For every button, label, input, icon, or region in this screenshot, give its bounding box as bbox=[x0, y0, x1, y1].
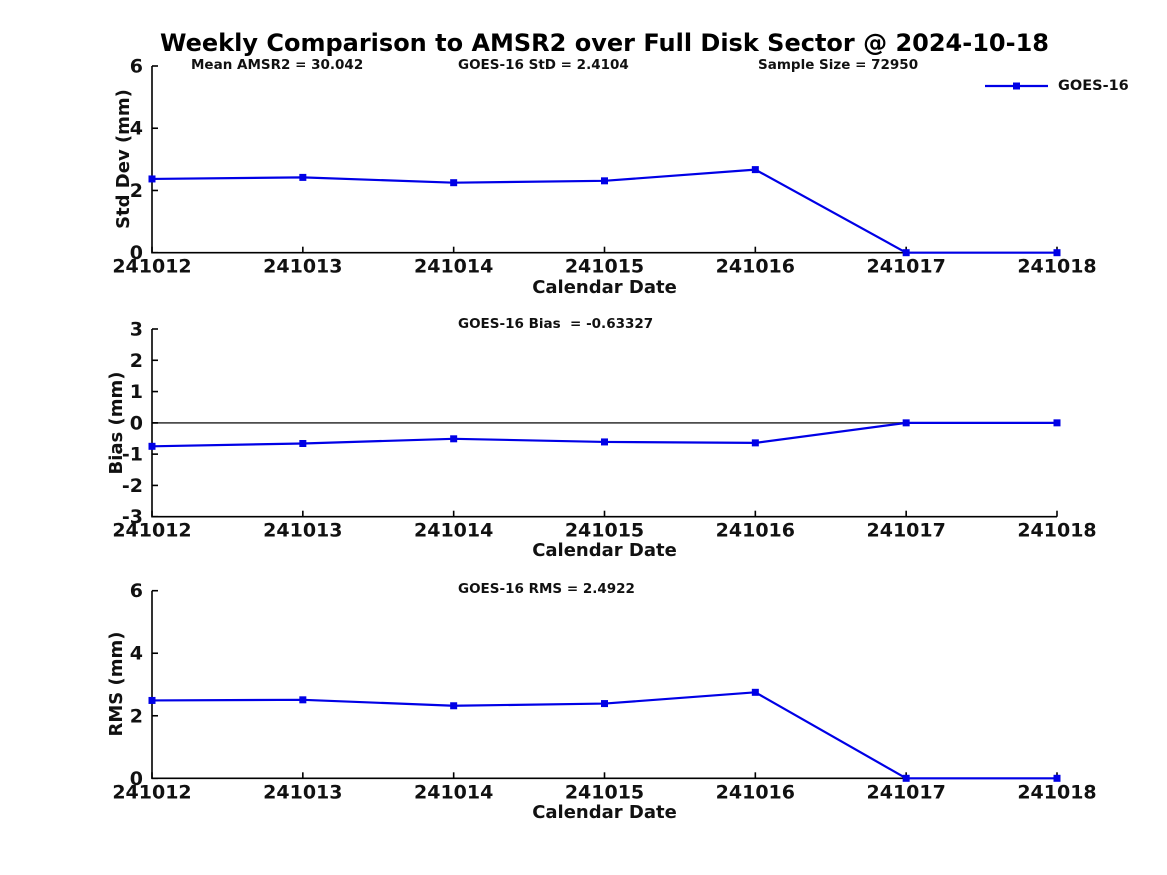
bias-y-tick-label: -2 bbox=[122, 475, 143, 497]
std-dev-y-tick-label: 4 bbox=[130, 118, 143, 140]
std-dev-x-tick-label: 241017 bbox=[867, 256, 946, 278]
std-dev-y-tick-label: 2 bbox=[130, 180, 143, 202]
bias-data-marker bbox=[1053, 419, 1061, 427]
bias-data-marker bbox=[751, 439, 759, 447]
std-dev-x-tick-label: 241015 bbox=[565, 256, 644, 278]
std-dev-x-tick-label: 241018 bbox=[1017, 256, 1096, 278]
bias-data-marker bbox=[601, 438, 608, 446]
stddev-x-axis-label: Calendar Date bbox=[532, 277, 677, 298]
rms-data-marker bbox=[902, 774, 910, 782]
rms-y-tick-label: 6 bbox=[130, 580, 143, 602]
std-dev-y-tick-label: 0 bbox=[130, 242, 143, 264]
bias-y-tick-label: 1 bbox=[130, 381, 143, 403]
std-dev-data-marker bbox=[450, 179, 458, 187]
std-dev-data-marker bbox=[751, 166, 759, 174]
bias-x-tick-label: 241017 bbox=[867, 520, 946, 542]
std-dev-y-tick-label: 6 bbox=[130, 56, 143, 78]
legend: GOES-16 bbox=[984, 79, 1129, 94]
std-dev-data-marker bbox=[148, 175, 156, 183]
legend-line-marker-icon bbox=[985, 82, 1048, 90]
bias-x-tick-label: 241018 bbox=[1017, 520, 1096, 542]
rms-x-tick-label: 241014 bbox=[414, 781, 493, 803]
rms-data-marker bbox=[1053, 774, 1061, 782]
annotation-mean-amsr2: Mean AMSR2 = 30.042 bbox=[191, 57, 364, 73]
rms-data-marker bbox=[450, 702, 458, 710]
bias-y-tick-label: 3 bbox=[130, 319, 143, 341]
bias-x-axis-label: Calendar Date bbox=[532, 540, 677, 561]
bias-x-tick-label: 241016 bbox=[716, 520, 795, 542]
std-dev-data-marker bbox=[902, 249, 910, 257]
legend-series-label: GOES-16 bbox=[1058, 78, 1129, 94]
std-dev-axes bbox=[151, 66, 1057, 254]
annotation-goes16-rms: GOES-16 RMS = 2.4922 bbox=[458, 581, 635, 597]
bias-data-marker bbox=[450, 435, 458, 443]
annotation-goes16-std: GOES-16 StD = 2.4104 bbox=[458, 57, 629, 73]
bias-data-marker bbox=[148, 442, 156, 450]
rms-x-tick-label: 241013 bbox=[263, 781, 342, 803]
annotation-goes16-bias: GOES-16 Bias = -0.63327 bbox=[458, 316, 654, 332]
rms-data-marker bbox=[148, 696, 156, 704]
figure-title: Weekly Comparison to AMSR2 over Full Dis… bbox=[160, 29, 1049, 57]
std-dev-x-tick-label: 241014 bbox=[414, 256, 493, 278]
rms-y-axis-label: RMS (mm) bbox=[106, 631, 127, 737]
rms-axes bbox=[151, 590, 1057, 780]
std-dev-x-tick-label: 241016 bbox=[716, 256, 795, 278]
rms-x-tick-label: 241018 bbox=[1017, 781, 1096, 803]
bias-data-marker bbox=[299, 439, 307, 447]
rms-data-marker bbox=[299, 696, 307, 704]
rms-y-tick-label: 0 bbox=[130, 768, 143, 790]
bias-x-tick-label: 241015 bbox=[565, 520, 644, 542]
std-dev-data-marker bbox=[601, 177, 608, 185]
std-dev-data-marker bbox=[299, 173, 307, 181]
rms-x-tick-label: 241012 bbox=[112, 781, 191, 803]
bias-y-tick-label: -1 bbox=[122, 444, 143, 466]
stddev-y-axis-label: Std Dev (mm) bbox=[113, 89, 134, 229]
rms-x-tick-label: 241016 bbox=[716, 781, 795, 803]
std-dev-x-tick-label: 241013 bbox=[263, 256, 342, 278]
rms-data-marker bbox=[751, 688, 759, 696]
std-dev-data-marker bbox=[1053, 249, 1061, 257]
rms-data-marker bbox=[601, 700, 608, 708]
bias-subplot: -3 -2 -1 0 1 2 3 241012 241013 241014 241015 241016… bbox=[112, 319, 1096, 542]
rms-x-tick-label: 241017 bbox=[867, 781, 946, 803]
rms-y-tick-label: 2 bbox=[130, 705, 143, 727]
rms-subplot: 0 2 4 6 241012 241013 241014 241015 241016 241017… bbox=[112, 580, 1096, 803]
bias-y-tick-label: 0 bbox=[130, 412, 143, 434]
bias-y-axis-label: Bias (mm) bbox=[106, 371, 127, 475]
bias-x-tick-label: 241012 bbox=[112, 520, 191, 542]
std-dev-subplot: 0 2 4 6 241012 241013 241014 241015 241016 241017… bbox=[112, 56, 1096, 278]
annotation-sample-size: Sample Size = 72950 bbox=[758, 57, 919, 73]
rms-y-tick-label: 4 bbox=[130, 643, 143, 665]
std-dev-x-tick-label: 241012 bbox=[112, 256, 191, 278]
rms-x-axis-label: Calendar Date bbox=[532, 802, 677, 823]
bias-x-tick-label: 241013 bbox=[263, 520, 342, 542]
bias-x-tick-label: 241014 bbox=[414, 520, 493, 542]
bias-data-marker bbox=[902, 419, 910, 427]
bias-y-tick-label: -3 bbox=[122, 506, 143, 528]
bias-y-tick-label: 2 bbox=[130, 350, 143, 372]
rms-x-tick-label: 241015 bbox=[565, 781, 644, 803]
